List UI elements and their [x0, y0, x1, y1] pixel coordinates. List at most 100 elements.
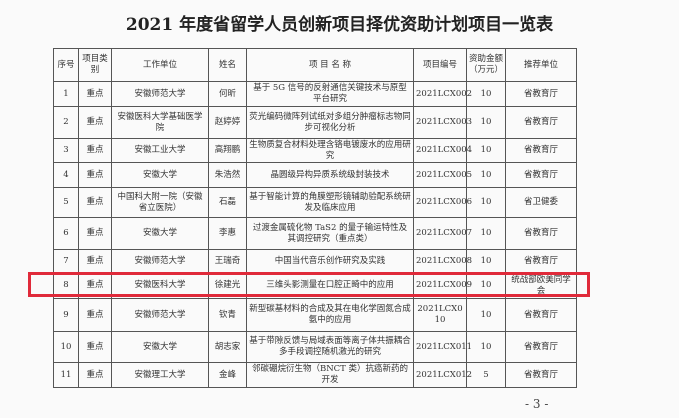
table-cell: 2021LCX004	[413, 138, 472, 163]
table-cell: 2021LCX010	[413, 298, 467, 332]
table-cell: 2021LCX007	[413, 217, 472, 250]
table-row: 7 重点 安徽师范大学 王瑞奇 中国当代音乐创作研究及实践 2021LCX008 10 省教育…	[53, 249, 577, 273]
table-cell: 7	[53, 249, 79, 273]
table-cell: 2021LCX006	[413, 187, 472, 218]
table-cell: 10	[466, 81, 506, 107]
table-cell: 4	[53, 162, 79, 188]
table-cell: 10	[466, 249, 506, 273]
table-cell: 王瑞奇	[208, 249, 247, 273]
table-cell: 荧光编码微阵列试纸对多组分肿瘤标志物同步可视化分析	[246, 106, 414, 139]
table-cell: 1	[53, 81, 79, 107]
table-cell: 5	[466, 362, 506, 388]
column-header: 项 目 名 称	[246, 48, 414, 82]
table-cell: 中国当代音乐创作研究及实践	[246, 249, 414, 273]
table-cell: 11	[53, 362, 79, 388]
table-row: 5 重点 中国科大附一院（安徽省立医院） 石磊 基于智能计算的角膜塑形镜辅助验配系统研发…	[53, 187, 577, 218]
table-cell: 2021LCX002	[413, 81, 472, 107]
highlight-box	[28, 272, 590, 297]
table-cell: 10	[466, 162, 506, 188]
table-cell: 2021LCX008	[413, 249, 472, 273]
column-header: 资助金额（万元）	[466, 48, 506, 82]
table-cell: 重点	[78, 298, 112, 332]
table-cell: 10	[466, 217, 506, 250]
table-row: 2 重点 安徽医科大学基础医学院 赵婷婷 荧光编码微阵列试纸对多组分肿瘤标志物同步可视化…	[53, 106, 577, 139]
table-cell: 朱浩然	[208, 162, 247, 188]
column-header: 工作单位	[111, 48, 209, 82]
table-cell: 2	[53, 106, 79, 139]
table-cell: 基于带隙反馈与局域表面等离子体共振耦合多手段调控随机激光的研究	[246, 331, 414, 363]
table-cell: 安徽大学	[111, 217, 209, 250]
table-cell: 重点	[78, 138, 112, 163]
header-row: 序号 项目类别 工作单位 姓名项 目 名 称项目编号 资助金额（万元） 推荐单位	[53, 48, 577, 82]
table-cell: 晶圆级异构异质系统级封装技术	[246, 162, 414, 188]
table-cell: 安徽大学	[111, 331, 209, 363]
table-cell: 省教育厅	[505, 162, 577, 188]
column-header: 项目编号	[413, 48, 467, 82]
table-cell: 10	[466, 138, 506, 163]
table-row: 10 重点 安徽大学 胡志家 基于带隙反馈与局域表面等离子体共振耦合多手段调控随机激光的…	[53, 331, 577, 363]
table-cell: 生物质复合材料处理含铬电镀废水的应用研究	[246, 138, 414, 163]
table-cell: 过渡金属硫化物 TaS2 的量子输运特性及其调控研究（重点类）	[246, 217, 414, 250]
table-cell: 钦青	[208, 298, 247, 332]
column-header: 序号	[53, 48, 79, 82]
table-cell: 2021LCX005	[413, 162, 472, 188]
project-table: 序号 项目类别 工作单位 姓名项 目 名 称项目编号 资助金额（万元） 推荐单位 1 重点安…	[53, 48, 577, 388]
table-cell: 重点	[78, 162, 112, 188]
table-cell: 省教育厅	[505, 217, 577, 250]
table-row: 4 重点 安徽大学 朱浩然 晶圆级异构异质系统级封装技术 2021LCX005 10 省教育厅	[53, 162, 577, 188]
table-cell: 省教育厅	[505, 138, 577, 163]
table-cell: 重点	[78, 106, 112, 139]
table-cell: 邻碳硼烷衍生物（BNCT 类）抗癌新药的开发	[246, 362, 414, 388]
table-cell: 金峰	[208, 362, 247, 388]
table-cell: 高翔鹏	[208, 138, 247, 163]
table-cell: 重点	[78, 362, 112, 388]
table-cell: 9	[53, 298, 79, 332]
table-cell: 2021LCX012	[413, 362, 472, 388]
table-cell: 重点	[78, 217, 112, 250]
table-cell: 重点	[78, 187, 112, 218]
table-cell: 10	[466, 187, 506, 218]
table-cell: 中国科大附一院（安徽省立医院）	[111, 187, 209, 218]
table-cell: 李惠	[208, 217, 247, 250]
table-cell: 2021LCX011	[413, 331, 472, 363]
table-cell: 胡志家	[208, 331, 247, 363]
table-cell: 基于智能计算的角膜塑形镜辅助验配系统研发及临床应用	[246, 187, 414, 218]
table-cell: 6	[53, 217, 79, 250]
table-row: 11 重点 安徽理工大学 金峰 邻碳硼烷衍生物（BNCT 类）抗癌新药的开发 2021LC…	[53, 362, 577, 388]
table-cell: 省教育厅	[505, 362, 577, 388]
table-cell: 2021LCX003	[413, 106, 472, 139]
table-cell: 省教育厅	[505, 249, 577, 273]
document-title: 2021 年度省留学人员创新项目择优资助计划项目一览表	[125, 15, 554, 35]
table-cell: 10	[53, 331, 79, 363]
table-cell: 省教育厅	[505, 106, 577, 139]
column-header: 推荐单位	[505, 48, 577, 82]
table-cell: 10	[466, 298, 506, 332]
table-cell: 基于 5G 信号的反射通信关键技术与原型平台研究	[246, 81, 414, 107]
table-cell: 安徽师范大学	[111, 298, 209, 332]
table-cell: 何昕	[208, 81, 247, 107]
table-cell: 赵婷婷	[208, 106, 247, 139]
table-cell: 10	[466, 106, 506, 139]
table-cell: 3	[53, 138, 79, 163]
table-cell: 新型碳基材料的合成及其在电化学固氮合成氨中的应用	[246, 298, 414, 332]
table-cell: 安徽师范大学	[111, 81, 209, 107]
table-cell: 省教育厅	[505, 331, 577, 363]
table-cell: 重点	[78, 249, 112, 273]
table-cell: 省教育厅	[505, 81, 577, 107]
table-cell: 安徽师范大学	[111, 249, 209, 273]
table-row: 1 重点 安徽师范大学 何昕 基于 5G 信号的反射通信关键技术与原型平台研究 2021L…	[53, 81, 577, 107]
column-header: 姓名	[208, 48, 247, 82]
table-row: 6 重点 安徽大学 李惠 过渡金属硫化物 TaS2 的量子输运特性及其调控研究（重点类）…	[53, 217, 577, 250]
table-cell: 安徽理工大学	[111, 362, 209, 388]
table-cell: 10	[466, 331, 506, 363]
column-header: 项目类别	[78, 48, 112, 82]
table-row: 9 重点 安徽师范大学 钦青 新型碳基材料的合成及其在电化学固氮合成氨中的应用 2021L…	[53, 298, 577, 332]
table-cell: 安徽工业大学	[111, 138, 209, 163]
table-cell: 安徽医科大学基础医学院	[111, 106, 209, 139]
table-cell: 石磊	[208, 187, 247, 218]
table-cell: 安徽大学	[111, 162, 209, 188]
table-row: 3 重点 安徽工业大学 高翔鹏 生物质复合材料处理含铬电镀废水的应用研究 2021LCX0…	[53, 138, 577, 163]
page-number: - 3 -	[525, 397, 549, 411]
table-cell: 省卫健委	[505, 187, 577, 218]
table-cell: 5	[53, 187, 79, 218]
